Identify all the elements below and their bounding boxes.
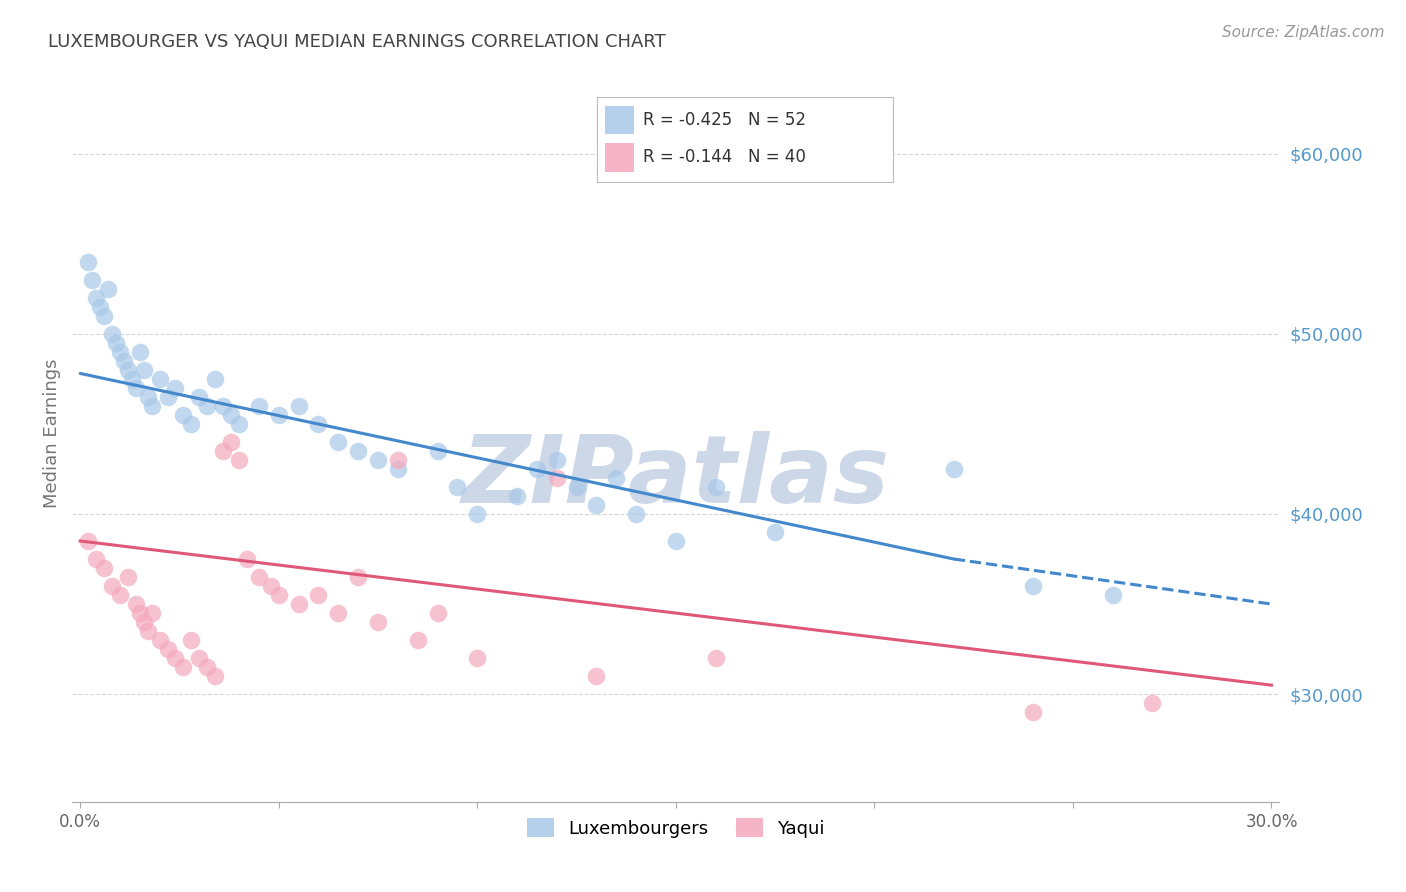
Point: [93, 561, 115, 575]
Point: [132, 615, 155, 629]
Point: [328, 606, 350, 620]
Text: ZIPatlas: ZIPatlas: [461, 431, 890, 524]
Point: [80, 273, 103, 287]
Point: [172, 660, 194, 674]
Point: [101, 579, 124, 593]
Point: [149, 372, 172, 386]
Point: [172, 408, 194, 422]
Point: [112, 353, 135, 368]
Point: [165, 651, 187, 665]
Point: [585, 669, 607, 683]
Point: [526, 462, 548, 476]
Point: [149, 633, 172, 648]
Point: [117, 363, 139, 377]
Point: [108, 588, 131, 602]
Point: [426, 444, 449, 458]
Point: [104, 335, 127, 350]
Point: [387, 462, 409, 476]
Point: [228, 453, 250, 467]
Point: [763, 524, 786, 539]
Point: [287, 597, 309, 611]
Point: [141, 606, 163, 620]
Point: [406, 633, 429, 648]
Point: [367, 615, 389, 629]
Point: [84, 291, 107, 305]
Point: [665, 534, 688, 549]
Point: [108, 344, 131, 359]
Point: [465, 507, 488, 521]
Point: [128, 606, 150, 620]
Point: [267, 588, 290, 602]
Text: LUXEMBOURGER VS YAQUI MEDIAN EARNINGS CORRELATION CHART: LUXEMBOURGER VS YAQUI MEDIAN EARNINGS CO…: [48, 33, 666, 51]
Point: [1101, 588, 1123, 602]
Point: [84, 552, 107, 566]
Point: [347, 570, 370, 584]
Point: [117, 570, 139, 584]
Point: [77, 534, 100, 549]
Point: [125, 381, 148, 395]
Point: [546, 453, 568, 467]
Point: [89, 300, 111, 314]
Point: [93, 309, 115, 323]
Point: [347, 444, 370, 458]
Point: [219, 434, 242, 449]
Point: [605, 471, 627, 485]
Point: [328, 434, 350, 449]
Point: [136, 624, 159, 639]
Point: [704, 651, 727, 665]
Point: [165, 381, 187, 395]
Point: [1022, 705, 1045, 719]
Point: [195, 660, 218, 674]
Point: [136, 390, 159, 404]
Point: [426, 606, 449, 620]
Y-axis label: Median Earnings: Median Earnings: [44, 358, 60, 508]
Point: [260, 579, 283, 593]
Text: Source: ZipAtlas.com: Source: ZipAtlas.com: [1222, 25, 1385, 40]
Point: [307, 417, 329, 431]
Point: [307, 588, 329, 602]
Point: [228, 417, 250, 431]
Point: [128, 344, 150, 359]
Point: [247, 570, 270, 584]
Point: [132, 363, 155, 377]
Point: [204, 372, 226, 386]
Point: [195, 399, 218, 413]
Point: [141, 399, 163, 413]
Point: [1022, 579, 1045, 593]
Point: [465, 651, 488, 665]
Point: [125, 597, 148, 611]
Point: [546, 471, 568, 485]
Point: [180, 417, 202, 431]
Point: [287, 399, 309, 413]
Point: [212, 444, 235, 458]
Point: [236, 552, 259, 566]
Point: [585, 498, 607, 512]
Point: [387, 453, 409, 467]
Point: [188, 390, 211, 404]
Point: [188, 651, 211, 665]
Point: [77, 254, 100, 268]
Point: [101, 326, 124, 341]
Point: [565, 480, 588, 494]
Point: [156, 390, 179, 404]
Point: [267, 408, 290, 422]
Point: [506, 489, 529, 503]
Point: [219, 408, 242, 422]
Point: [247, 399, 270, 413]
Point: [704, 480, 727, 494]
Point: [121, 372, 143, 386]
Point: [180, 633, 202, 648]
Point: [942, 462, 965, 476]
Point: [97, 282, 120, 296]
Point: [156, 642, 179, 657]
Point: [204, 669, 226, 683]
Point: [367, 453, 389, 467]
Legend: Luxembourgers, Yaqui: Luxembourgers, Yaqui: [520, 811, 832, 845]
Point: [1142, 696, 1164, 710]
Point: [446, 480, 468, 494]
Point: [212, 399, 235, 413]
Point: [624, 507, 647, 521]
